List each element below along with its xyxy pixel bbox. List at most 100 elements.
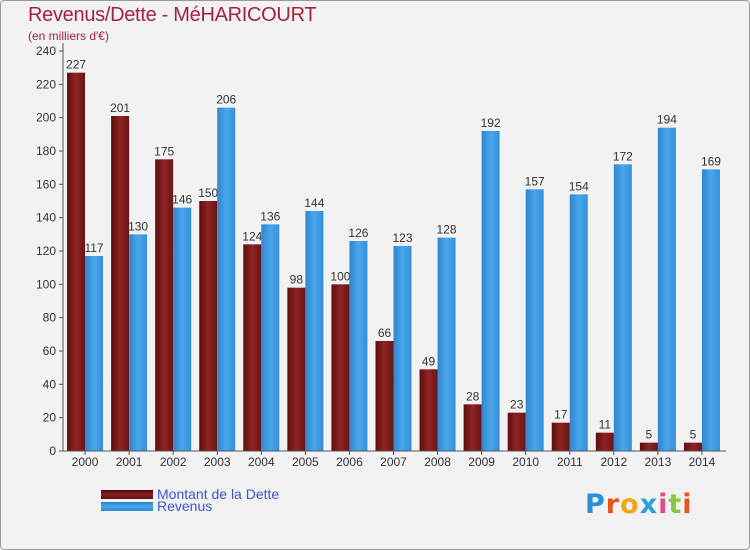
y-tick-label: 0	[49, 444, 56, 458]
logo-letter: x	[639, 489, 659, 520]
data-label-dette-2007: 66	[378, 326, 392, 340]
bar-revenus-2013	[657, 127, 676, 452]
bar-revenus-2012	[613, 164, 632, 452]
data-label-dette-2003: 150	[198, 186, 218, 200]
data-label-dette-2013: 5	[646, 428, 653, 442]
bar-dette-2012	[595, 432, 614, 451]
data-label-dette-2004: 124	[242, 229, 262, 243]
y-tick-label: 160	[36, 177, 56, 191]
legend-label-dette: Montant de la Dette	[157, 486, 280, 502]
logo-letter: r	[605, 489, 621, 520]
data-label-revenus-2007: 123	[392, 231, 412, 245]
bar-revenus-2010	[525, 189, 544, 452]
y-tick-label: 40	[43, 377, 57, 391]
logo-letter: t	[668, 489, 683, 520]
data-label-dette-2010: 23	[510, 398, 524, 412]
bar-revenus-2000	[85, 256, 104, 451]
bar-revenus-2009	[481, 131, 500, 451]
bar-dette-2005	[287, 287, 306, 451]
x-tick-label-2001: 2001	[116, 455, 143, 469]
bar-revenus-2006	[349, 241, 368, 451]
data-label-dette-2006: 100	[330, 269, 350, 283]
data-label-dette-2011: 17	[554, 408, 568, 422]
logo-letter: o	[620, 489, 640, 520]
y-tick-label: 100	[36, 277, 56, 291]
bar-revenus-2004	[261, 224, 280, 451]
bar-dette-2009	[463, 404, 482, 451]
bar-dette-2002	[155, 159, 174, 452]
x-tick-label-2009: 2009	[468, 455, 495, 469]
bar-revenus-2014	[701, 169, 720, 452]
y-tick-label: 80	[43, 311, 57, 325]
bar-dette-2007	[375, 341, 394, 451]
y-tick-label: 140	[36, 211, 56, 225]
legend-swatch-revenus	[101, 502, 153, 511]
data-label-revenus-2003: 206	[216, 93, 236, 107]
y-tick-label: 180	[36, 144, 56, 158]
data-label-dette-2001: 201	[110, 101, 130, 115]
legend-item-revenus: Revenus	[101, 498, 361, 517]
data-label-dette-2000: 227	[66, 58, 86, 72]
data-label-revenus-2010: 157	[525, 174, 545, 188]
data-label-revenus-2004: 136	[260, 209, 280, 223]
x-tick-label-2002: 2002	[160, 455, 187, 469]
bar-dette-2001	[111, 116, 130, 451]
data-label-revenus-2013: 194	[657, 113, 677, 127]
data-label-revenus-2006: 126	[348, 226, 368, 240]
bar-dette-2010	[507, 412, 526, 451]
bar-revenus-2005	[305, 211, 324, 451]
x-tick-label-2012: 2012	[600, 455, 627, 469]
y-tick-label: 20	[43, 411, 57, 425]
data-label-revenus-2012: 172	[613, 149, 633, 163]
y-tick-label: 220	[36, 77, 56, 91]
x-tick-label-2004: 2004	[248, 455, 275, 469]
legend-item-dette: Montant de la Dette	[101, 486, 361, 502]
x-tick-label-2003: 2003	[204, 455, 231, 469]
data-label-dette-2014: 5	[690, 428, 697, 442]
data-label-revenus-2001: 130	[128, 219, 148, 233]
bar-dette-2008	[419, 369, 438, 451]
bar-revenus-2007	[393, 246, 412, 451]
x-tick-label-2010: 2010	[512, 455, 539, 469]
data-label-dette-2008: 49	[422, 354, 436, 368]
y-tick-label: 200	[36, 111, 56, 125]
bar-dette-2014	[683, 442, 702, 451]
x-tick-label-2008: 2008	[424, 455, 451, 469]
y-tick-label: 120	[36, 244, 56, 258]
x-tick-label-2006: 2006	[336, 455, 363, 469]
bar-dette-2000	[67, 72, 86, 452]
legend: Montant de la Dette Revenus	[101, 486, 361, 517]
x-tick-label-2007: 2007	[380, 455, 407, 469]
data-label-revenus-2011: 154	[569, 179, 589, 193]
legend-label-revenus: Revenus	[157, 498, 213, 514]
logo-letter: i	[682, 489, 693, 520]
data-label-dette-2012: 11	[599, 418, 612, 432]
bar-dette-2004	[243, 244, 262, 451]
bar-revenus-2011	[569, 194, 588, 452]
x-tick-label-2014: 2014	[689, 455, 716, 469]
legend-swatch-dette	[101, 490, 153, 499]
data-label-dette-2002: 175	[154, 144, 174, 158]
data-label-revenus-2009: 192	[481, 116, 501, 130]
data-label-revenus-2002: 146	[172, 193, 192, 207]
data-label-dette-2009: 28	[466, 389, 480, 403]
data-label-revenus-2000: 117	[84, 241, 103, 255]
x-tick-label-2005: 2005	[292, 455, 319, 469]
x-tick-label-2000: 2000	[72, 455, 99, 469]
data-label-revenus-2005: 144	[304, 196, 324, 210]
bar-dette-2006	[331, 284, 350, 451]
bar-revenus-2002	[173, 207, 192, 451]
logo-letter: i	[658, 489, 669, 520]
bar-dette-2013	[639, 442, 658, 451]
bar-dette-2011	[551, 422, 570, 451]
bar-revenus-2003	[217, 107, 236, 452]
data-label-revenus-2008: 128	[437, 223, 457, 237]
proxiti-logo: Proxiti	[585, 489, 693, 520]
chart-title: Revenus/Dette - MéHARICOURT	[28, 4, 317, 26]
y-tick-label: 240	[36, 44, 56, 58]
bar-revenus-2008	[437, 237, 456, 451]
x-tick-label-2011: 2011	[557, 455, 583, 469]
x-tick-label-2013: 2013	[645, 455, 672, 469]
